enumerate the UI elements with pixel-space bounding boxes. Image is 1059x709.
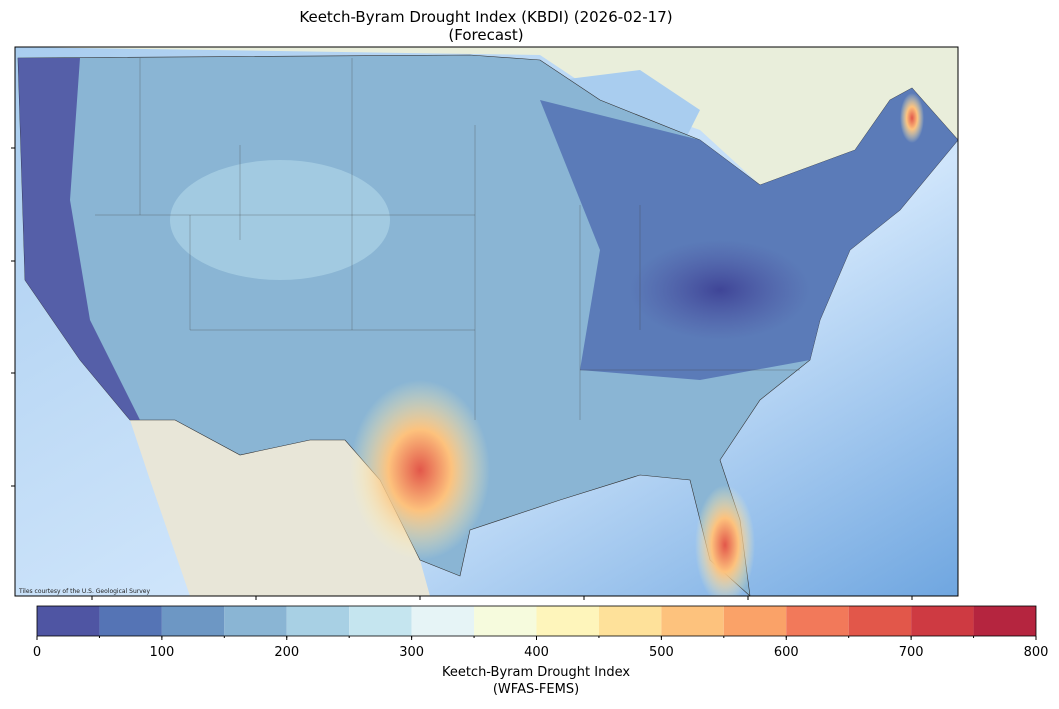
tick-label: 0	[33, 645, 41, 660]
map-ticks	[11, 147, 913, 600]
colorbar-segment	[786, 606, 849, 636]
map-frame	[14, 46, 959, 597]
tick-label: 100	[149, 645, 174, 660]
state-borders	[95, 58, 800, 420]
tick-label: 500	[649, 645, 674, 660]
colorbar-segment	[723, 606, 787, 636]
colorbar-segment	[598, 606, 662, 636]
tick-label: 800	[1024, 645, 1049, 660]
colorbar-segment	[536, 606, 599, 636]
attribution: Tiles courtesy of the U.S. Geological Su…	[18, 588, 150, 595]
colorbar-label: (WFAS-FEMS)	[493, 682, 579, 697]
canada	[15, 47, 958, 185]
tick-label: 300	[399, 645, 424, 660]
colorbar-segment	[973, 606, 1036, 636]
ohio-valley-wet	[630, 240, 810, 340]
colorbar-segment	[37, 606, 100, 636]
colorbar-segment	[848, 606, 912, 636]
maine-dry	[900, 93, 924, 143]
plains-region	[170, 160, 390, 280]
colorbar-segment	[474, 606, 537, 636]
title: Keetch-Byram Drought Index (KBDI) (2026-…	[299, 8, 672, 26]
subtitle: (Forecast)	[448, 26, 523, 44]
colorbar-segment	[161, 606, 225, 636]
florida-dry	[695, 485, 755, 596]
tick-label: 600	[774, 645, 799, 660]
colorbar-segment	[224, 606, 287, 636]
colorbar-segment	[349, 606, 412, 636]
tick-label: 200	[274, 645, 299, 660]
texas-dry	[350, 380, 490, 560]
west-coast-wet	[18, 58, 140, 420]
tick-label: 400	[524, 645, 549, 660]
colorbar-segment	[911, 606, 974, 636]
tick-label: 700	[899, 645, 924, 660]
colorbar-segment	[661, 606, 724, 636]
colorbar-segment	[99, 606, 162, 636]
colorbar-label: Keetch-Byram Drought Index	[442, 665, 630, 680]
colorbar: 0 100 200 300 400 500 600 700 800	[33, 605, 1049, 660]
colorbar-segment	[411, 606, 475, 636]
colorbar-segment	[286, 606, 350, 636]
map: Tiles courtesy of the U.S. Geological Su…	[15, 47, 958, 596]
